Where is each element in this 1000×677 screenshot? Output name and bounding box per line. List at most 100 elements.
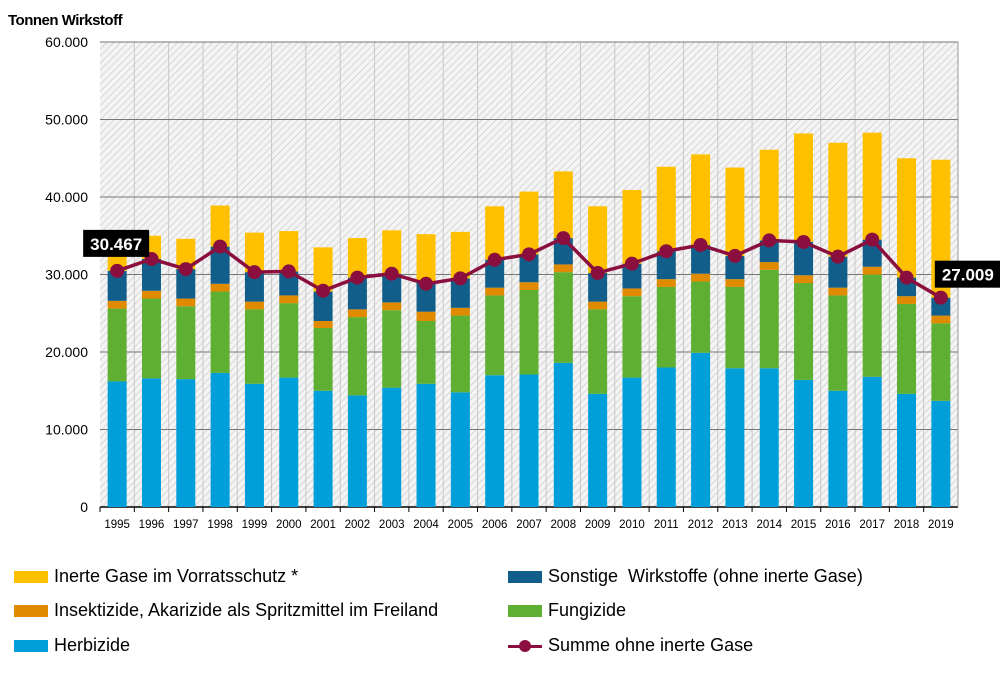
bar-segment-insektizide bbox=[141, 290, 161, 299]
x-tick-label: 1995 bbox=[104, 519, 130, 531]
bar-segment-fungizide bbox=[244, 309, 264, 384]
x-tick-label: 2012 bbox=[688, 519, 714, 531]
bar-segment-sonstige bbox=[691, 245, 711, 274]
bar-segment-fungizide bbox=[862, 274, 882, 377]
bar-segment-fungizide bbox=[725, 286, 745, 369]
bar-segment-fungizide bbox=[416, 321, 436, 384]
bar-segment-inerte bbox=[588, 206, 608, 273]
x-tick-label: 2005 bbox=[448, 519, 474, 531]
bar-segment-sonstige bbox=[141, 259, 161, 291]
bar-segment-insektizide bbox=[107, 300, 127, 309]
legend-item-inerte: Inerte Gase im Vorratsschutz * bbox=[14, 566, 298, 587]
bar-segment-sonstige bbox=[382, 273, 402, 303]
bar-segment-insektizide bbox=[519, 282, 539, 290]
bar-segment-herbizide bbox=[313, 390, 333, 507]
bar-segment-herbizide bbox=[828, 390, 848, 507]
bar-segment-inerte bbox=[553, 171, 573, 239]
bar-segment-sonstige bbox=[622, 263, 642, 289]
sum-marker bbox=[624, 256, 639, 271]
x-tick-label: 2018 bbox=[894, 519, 920, 531]
bar-segment-sonstige bbox=[759, 240, 779, 263]
bar-segment-inerte bbox=[416, 234, 436, 283]
bar-segment-fungizide bbox=[313, 327, 333, 391]
bar-segment-fungizide bbox=[519, 290, 539, 375]
bar-segment-sonstige bbox=[347, 277, 367, 310]
x-tick-label: 2019 bbox=[928, 519, 954, 531]
bar-segment-fungizide bbox=[931, 323, 951, 401]
bar-segment-inerte bbox=[313, 247, 333, 292]
bar-segment-herbizide bbox=[416, 383, 436, 507]
legend-swatch bbox=[508, 604, 542, 617]
bar-segment-fungizide bbox=[656, 286, 676, 368]
bar-segment-insektizide bbox=[313, 321, 333, 328]
bar-segment-herbizide bbox=[794, 379, 814, 507]
x-tick-label: 2016 bbox=[825, 519, 851, 531]
bar-segment-sonstige bbox=[588, 272, 608, 302]
bar-segment-fungizide bbox=[279, 303, 299, 378]
value-label: 27.009 bbox=[942, 266, 994, 285]
bar-segment-herbizide bbox=[176, 379, 196, 507]
bar-segment-insektizide bbox=[931, 315, 951, 324]
sum-marker bbox=[865, 232, 880, 247]
bar-segment-insektizide bbox=[210, 283, 230, 292]
x-tick-label: 1998 bbox=[207, 519, 233, 531]
sum-marker bbox=[659, 244, 674, 259]
sum-marker bbox=[487, 252, 502, 267]
legend-item-summe: Summe ohne inerte Gase bbox=[508, 635, 753, 656]
bar-segment-inerte bbox=[176, 238, 196, 270]
bar-segment-sonstige bbox=[244, 272, 264, 302]
legend-label: Fungizide bbox=[548, 600, 627, 620]
bar-segment-fungizide bbox=[382, 310, 402, 388]
sum-marker bbox=[419, 276, 434, 291]
x-tick-label: 2011 bbox=[654, 519, 679, 531]
bar-segment-herbizide bbox=[107, 381, 127, 507]
bar-segment-herbizide bbox=[656, 367, 676, 507]
bar-segment-inerte bbox=[897, 158, 917, 278]
bar-segment-insektizide bbox=[485, 287, 505, 296]
bar-segment-inerte bbox=[519, 191, 539, 255]
bar-segment-inerte bbox=[347, 238, 367, 278]
sum-marker bbox=[213, 239, 228, 254]
bar-segment-fungizide bbox=[828, 295, 848, 391]
x-tick-label: 2010 bbox=[619, 519, 645, 531]
bar-segment-insektizide bbox=[450, 307, 470, 316]
bar-segment-insektizide bbox=[828, 287, 848, 296]
x-tick-label: 2003 bbox=[379, 519, 405, 531]
bar-segment-inerte bbox=[794, 133, 814, 242]
legend-item-sonstige: Sonstige Wirkstoffe (ohne inerte Gase) bbox=[508, 566, 863, 587]
bar-segment-insektizide bbox=[656, 279, 676, 287]
bar-segment-insektizide bbox=[862, 266, 882, 275]
bar-segment-sonstige bbox=[725, 255, 745, 280]
bar-segment-herbizide bbox=[347, 395, 367, 507]
bar-segment-fungizide bbox=[759, 269, 779, 369]
sum-marker bbox=[762, 233, 777, 248]
bar-segment-fungizide bbox=[107, 308, 127, 382]
sum-marker bbox=[933, 290, 948, 305]
bar-segment-sonstige bbox=[450, 278, 470, 308]
sum-marker bbox=[178, 262, 193, 277]
bar-segment-herbizide bbox=[691, 352, 711, 507]
bar-segment-inerte bbox=[828, 142, 848, 257]
bar-segment-herbizide bbox=[931, 400, 951, 507]
x-tick-label: 2014 bbox=[756, 519, 782, 531]
bar-segment-herbizide bbox=[141, 378, 161, 507]
sum-marker bbox=[556, 231, 571, 246]
bar-segment-fungizide bbox=[485, 295, 505, 376]
x-tick-label: 2008 bbox=[551, 519, 577, 531]
bar-segment-herbizide bbox=[210, 372, 230, 507]
bar-segment-herbizide bbox=[759, 368, 779, 507]
bar-segment-herbizide bbox=[485, 375, 505, 507]
bar-segment-herbizide bbox=[622, 377, 642, 507]
bar-segment-insektizide bbox=[794, 275, 814, 284]
sum-marker bbox=[384, 266, 399, 281]
bar-segment-insektizide bbox=[244, 301, 264, 310]
bar-segment-fungizide bbox=[622, 296, 642, 378]
y-tick-label: 60.000 bbox=[45, 34, 88, 50]
sum-marker bbox=[693, 238, 708, 253]
bar-segment-sonstige bbox=[279, 271, 299, 296]
bar-segment-sonstige bbox=[794, 241, 814, 276]
x-tick-label: 2009 bbox=[585, 519, 611, 531]
legend-label: Inerte Gase im Vorratsschutz * bbox=[54, 566, 299, 586]
value-label-box bbox=[934, 260, 1000, 288]
